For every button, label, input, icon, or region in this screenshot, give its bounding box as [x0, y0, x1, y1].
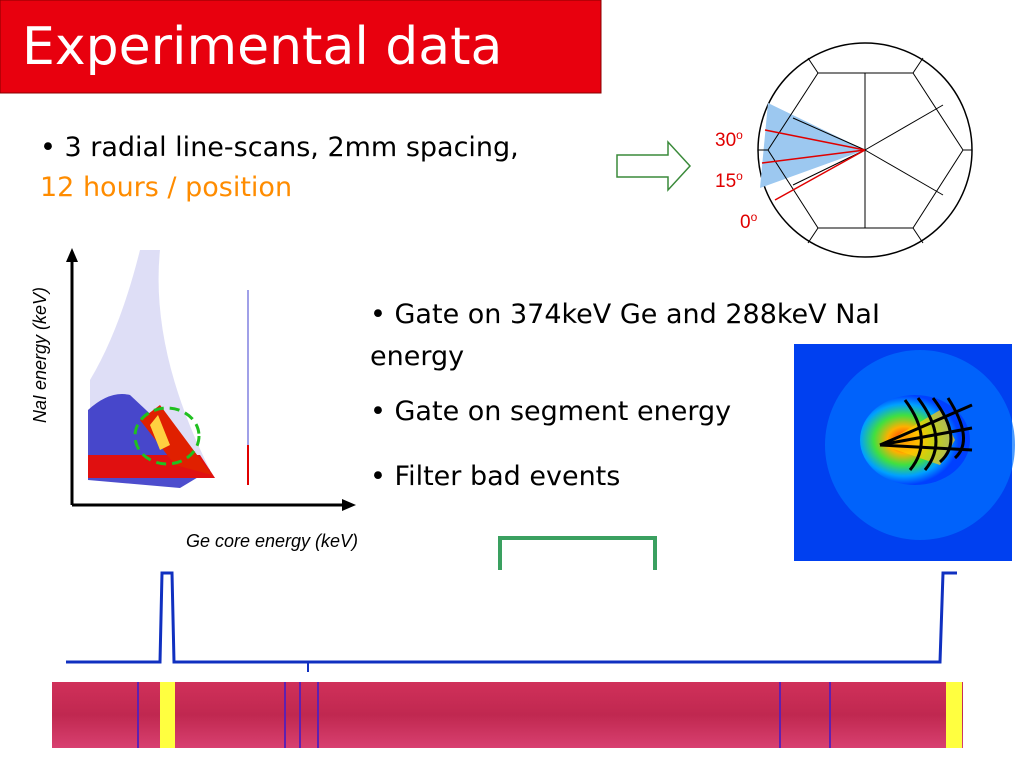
angle-sup: o: [736, 169, 743, 183]
highlight: 12 hours / position: [40, 172, 292, 203]
angle-label: 15o: [715, 169, 743, 192]
angle: 0: [740, 212, 751, 233]
heatmap-image: [794, 344, 1015, 561]
angle: 15: [715, 171, 736, 192]
bullet: • Gate on 374keV Ge and 288keV NaI: [370, 299, 880, 330]
angle-sup: o: [751, 210, 758, 224]
bullet: • Gate on segment energy: [370, 396, 731, 427]
bullet: • 3 radial line-scans, 2mm spacing,: [40, 132, 519, 163]
title: Experimental data: [22, 17, 502, 77]
angle: 30: [715, 130, 736, 151]
bullet: energy: [370, 341, 464, 372]
detector: [757, 42, 973, 258]
arrow: [616, 140, 692, 192]
strip-image: [52, 682, 963, 748]
title-box: [0, 0, 602, 94]
y-axis-label: NaI energy (keV): [30, 287, 50, 423]
angle-label: 30o: [715, 128, 743, 151]
bullet: • Filter bad events: [370, 461, 620, 492]
x-axis-label: Ge core energy (keV): [186, 531, 358, 551]
trace-image: [66, 570, 966, 672]
scatter-image: [85, 250, 350, 490]
axes: [66, 248, 356, 511]
angle-sup: o: [736, 128, 743, 142]
angle-label: 0o: [740, 210, 758, 233]
